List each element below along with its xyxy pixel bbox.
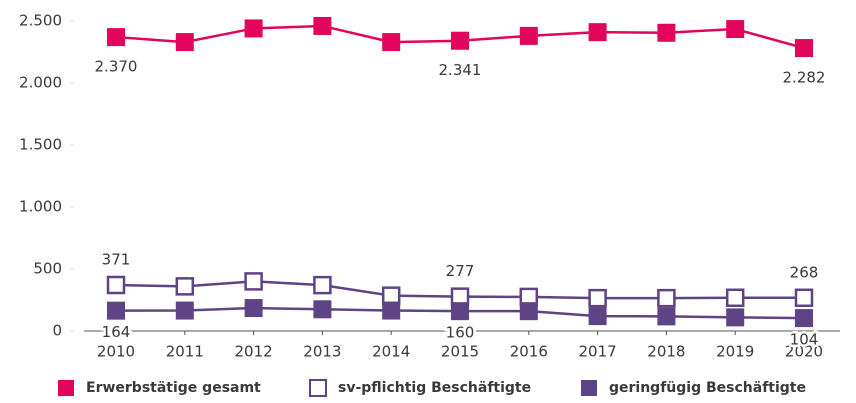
marker (313, 275, 332, 295)
marker (657, 23, 676, 42)
x-tick-label: 2018 (647, 343, 685, 361)
data-label: 371 (102, 250, 131, 268)
legend-marker (309, 379, 327, 397)
legend-label: sv-pflichtig Beschäftigte (338, 380, 531, 396)
data-label: 2.341 (439, 61, 482, 79)
legend-label: geringfügig Beschäftigte (609, 380, 806, 396)
legend-marker (58, 380, 74, 396)
y-tick-label: 1.500 (19, 136, 62, 154)
marker (795, 39, 813, 58)
x-tick-label: 2017 (579, 343, 617, 361)
marker (313, 300, 332, 319)
marker (382, 33, 401, 52)
marker (106, 275, 126, 295)
marker (726, 308, 745, 327)
marker (175, 301, 194, 320)
marker (175, 33, 194, 52)
marker (451, 31, 469, 50)
marker (588, 288, 607, 308)
marker (107, 301, 125, 320)
marker (588, 23, 607, 42)
x-tick-label: 2011 (166, 343, 204, 361)
x-tick-label: 2019 (716, 343, 754, 361)
x-tick-label: 2013 (303, 343, 341, 361)
legend-label: Erwerbstätige gesamt (86, 380, 261, 396)
marker (382, 301, 401, 320)
x-tick-label: 2014 (372, 343, 410, 361)
marker (107, 28, 125, 47)
marker (794, 288, 814, 308)
marker (244, 299, 263, 318)
marker (657, 307, 676, 326)
data-label: 164 (102, 323, 131, 341)
y-tick-label: 2.000 (19, 74, 62, 92)
marker (519, 302, 538, 321)
x-tick-label: 2015 (441, 343, 479, 361)
marker (313, 16, 332, 35)
y-tick-label: 2.500 (19, 12, 62, 30)
data-label: 277 (446, 262, 475, 280)
marker (451, 302, 469, 321)
marker (244, 19, 263, 38)
marker (657, 288, 676, 308)
y-tick-label: 500 (33, 260, 62, 278)
marker (381, 286, 401, 305)
x-tick-label: 2020 (785, 343, 823, 361)
x-tick-label: 2010 (97, 343, 135, 361)
marker (244, 272, 263, 291)
marker (175, 277, 195, 296)
legend-marker (581, 380, 597, 396)
y-tick-label: 0 (52, 322, 62, 340)
data-label: 104 (790, 331, 819, 349)
data-label: 2.370 (95, 58, 138, 76)
x-tick-label: 2016 (510, 343, 548, 361)
marker (588, 307, 607, 326)
x-tick-label: 2012 (235, 343, 273, 361)
data-label: 160 (446, 324, 475, 342)
y-tick-label: 1.000 (19, 198, 62, 216)
data-label: 2.282 (783, 69, 826, 87)
marker (725, 288, 745, 308)
marker (519, 26, 538, 45)
marker (795, 309, 813, 328)
data-label: 268 (790, 263, 819, 281)
marker (726, 20, 745, 39)
